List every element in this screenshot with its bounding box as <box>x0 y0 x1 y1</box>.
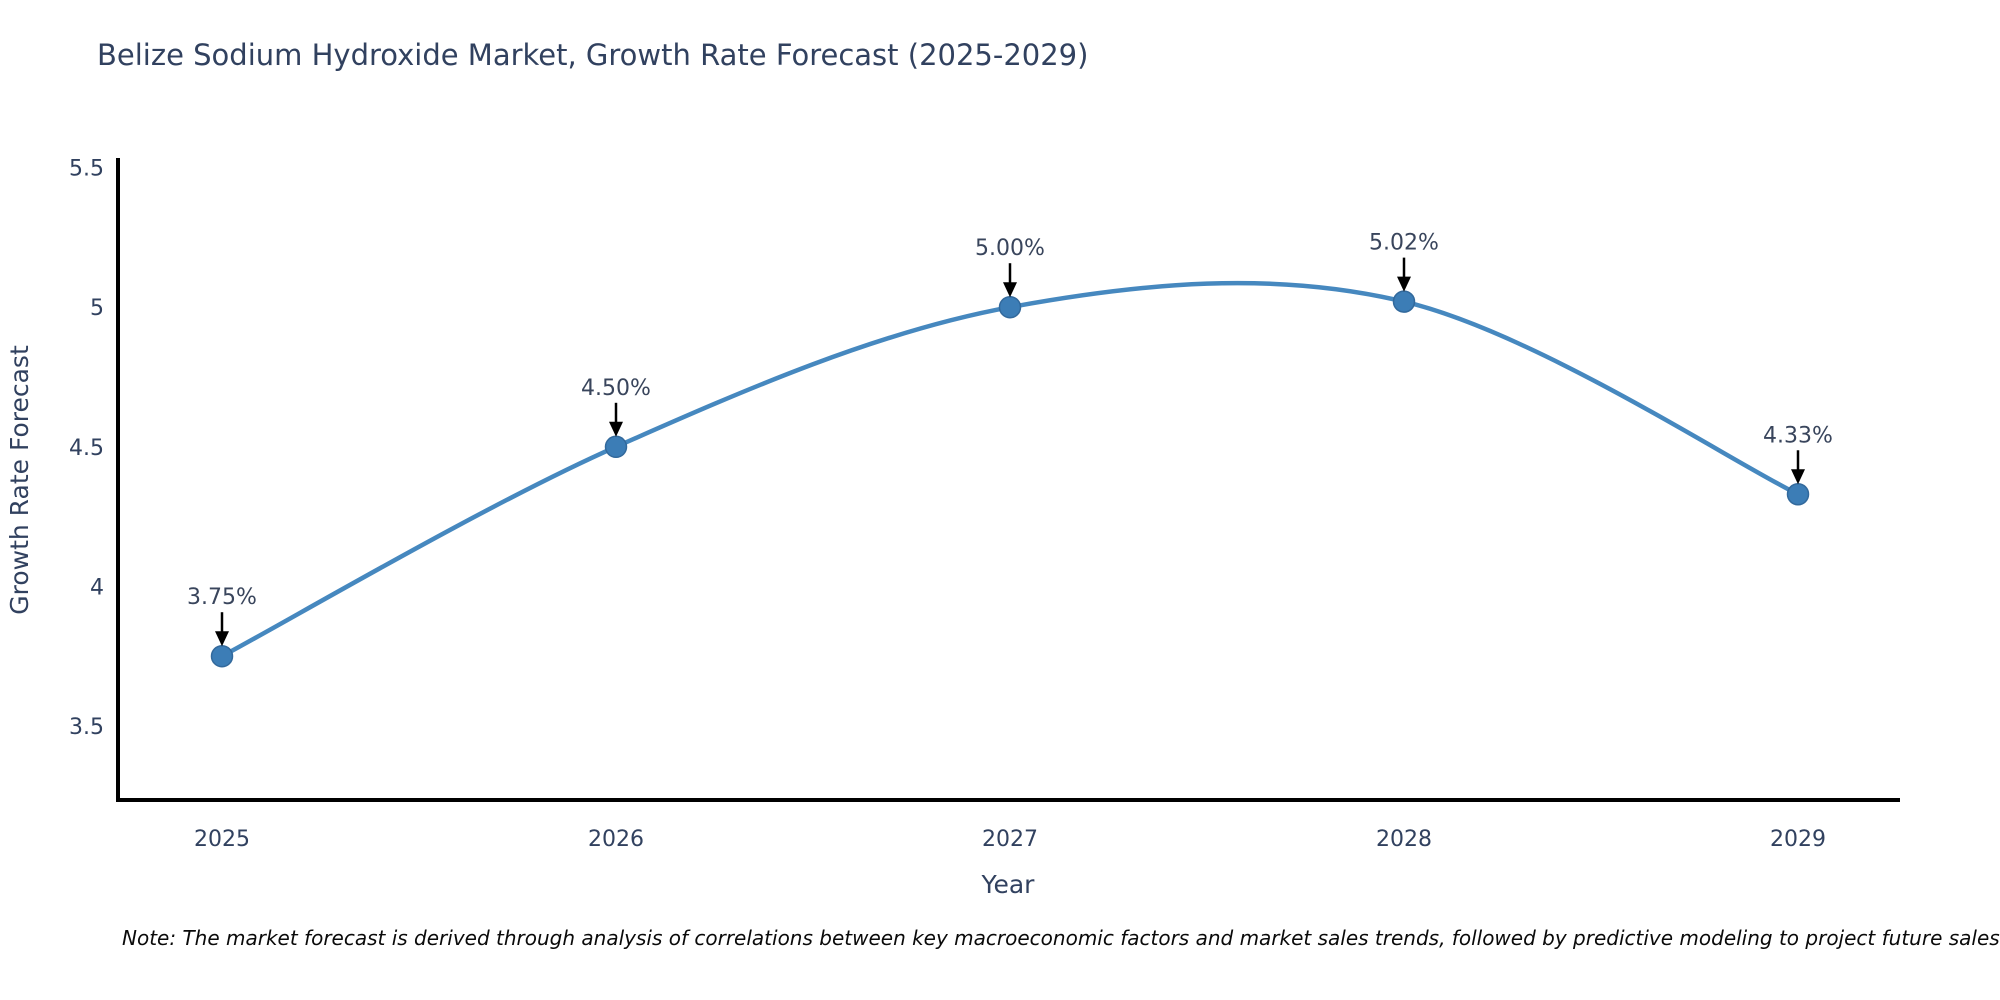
point-annotation-label: 3.75% <box>187 585 257 610</box>
chart-title: Belize Sodium Hydroxide Market, Growth R… <box>97 38 1088 72</box>
data-point-marker <box>1392 290 1416 313</box>
x-axis-title: Year <box>981 870 1036 899</box>
data-point-marker <box>210 644 234 668</box>
plot-area: 3.5 4 4.5 5 5.5 2025 2026 2027 2028 2029 3.75% 4.50… <box>69 157 1900 852</box>
point-annotation-label: 5.02% <box>1369 231 1439 256</box>
x-tick-label: 2025 <box>194 827 250 852</box>
annotation-arrowhead <box>1397 276 1411 292</box>
point-annotation-label: 5.00% <box>975 236 1045 261</box>
x-tick-label: 2029 <box>1770 827 1826 852</box>
point-annotation-label: 4.33% <box>1763 423 1833 448</box>
annotation-arrowhead <box>1003 282 1017 298</box>
annotation-arrowhead <box>1791 469 1805 485</box>
footnote: Note: The market forecast is derived thr… <box>122 926 2000 950</box>
x-tick-label: 2026 <box>588 827 644 852</box>
y-tick-label: 4 <box>90 575 104 600</box>
annotation-arrowhead <box>215 631 229 647</box>
data-point-marker <box>998 295 1022 319</box>
point-annotation-label: 4.50% <box>581 376 651 401</box>
data-point-marker <box>604 435 628 459</box>
x-tick-label: 2028 <box>1376 827 1432 852</box>
x-tick-label: 2027 <box>982 827 1038 852</box>
data-point-marker <box>1786 483 1810 506</box>
y-tick-label: 3.5 <box>69 715 104 740</box>
y-tick-label: 4.5 <box>69 436 104 461</box>
y-tick-label: 5 <box>90 296 104 321</box>
forecast-line <box>219 280 1801 659</box>
y-tick-label: 5.5 <box>69 157 104 182</box>
y-axis-title: Growth Rate Forecast <box>5 345 34 615</box>
annotation-arrowhead <box>609 421 623 437</box>
